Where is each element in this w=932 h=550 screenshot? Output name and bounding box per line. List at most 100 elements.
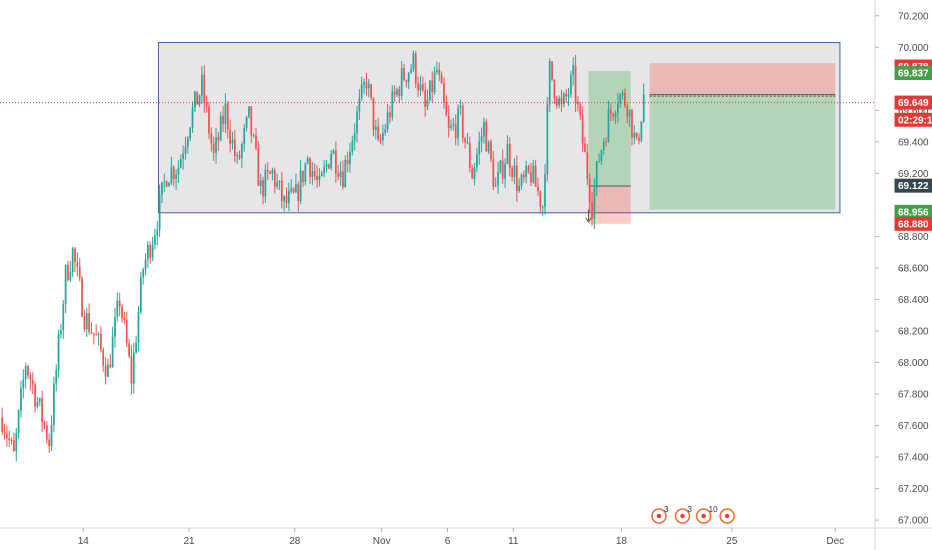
candle-body [421,84,424,91]
candle-body [508,143,511,169]
candle [313,163,316,181]
candle-body [400,68,403,96]
candle [20,380,22,418]
candle-body [241,144,243,158]
candle [38,397,41,406]
candle-body [71,248,74,273]
drawings [157,42,841,224]
candle [511,165,513,182]
candle [76,252,79,277]
candle [224,93,227,133]
candle-body [34,384,36,407]
candle-body [593,187,596,219]
candle-body [609,109,612,114]
candle-body [356,111,358,134]
candle [139,272,142,315]
time-tick-label: 21 [183,536,195,547]
candle [311,162,314,185]
candle-body [327,164,330,169]
candle-body [398,89,401,96]
candle-body [219,115,222,141]
candle-body [290,188,293,192]
candle-body [534,165,537,187]
candle [560,89,563,112]
candle-body [41,398,43,423]
candle [182,145,184,170]
candle [393,85,396,102]
candle [198,94,201,108]
candle-body [243,127,246,145]
candle-body [100,333,102,350]
candle [229,119,231,153]
candle [638,133,640,145]
candle [292,186,295,194]
candle [226,100,229,139]
candle [8,430,11,448]
candle-body [149,244,152,258]
candle-body [158,194,161,230]
candle-body [248,106,250,117]
event-marker-dot [680,513,685,519]
candle-body [104,365,107,377]
candle [365,72,368,96]
candle [412,50,415,73]
candle-body [365,82,368,89]
candle-body [217,137,220,141]
candle [17,409,20,439]
candle-body [288,191,290,204]
price-badge: 02:29:18 [894,112,932,127]
candle-body [10,440,13,442]
candle-body [429,80,431,101]
candle [55,364,58,392]
candle-body [170,167,173,183]
candle [158,184,161,238]
candle-body [454,123,457,139]
candle [130,345,133,395]
candle [3,423,6,440]
candle-body [252,135,255,137]
candle-body [177,167,180,175]
candle [53,376,55,433]
candle [67,260,69,282]
candle-body [27,366,29,376]
candle [640,121,643,143]
candle [154,228,156,250]
price-tick-label: 69.600 [898,106,929,117]
candle-body [323,166,325,173]
candle [88,303,90,335]
candle [81,275,83,318]
candle-body [184,146,187,155]
candle-body [586,152,589,180]
candle-body [309,158,311,177]
candle [151,236,154,261]
candle [273,167,276,194]
price-tick-label: 70.000 [898,43,929,54]
candle [74,246,76,273]
candle [165,180,168,188]
candle-body [292,188,295,193]
price-badge-bg [894,65,932,80]
candle-body [523,174,525,178]
candle-body [208,106,210,134]
candle-body [224,103,227,125]
candle [429,80,431,102]
price-axis[interactable]: 67.000 67.200 67.400 67.600 67.800 68.000 68.2… [875,11,932,527]
candle [544,163,546,215]
candle-body [198,95,201,105]
candle-body [135,342,137,353]
candle [177,160,180,183]
candle-body [69,272,72,280]
candle-body [614,113,617,117]
price-badge: 69.649 [894,95,932,110]
candle [248,106,250,119]
candle [492,150,495,191]
candle [156,221,159,246]
candle-body [570,75,572,95]
candle-body [1,417,4,432]
candle [278,180,281,190]
candle-body [24,366,27,380]
candle-body [337,173,340,177]
candle-body [330,153,333,169]
candle [29,371,32,391]
